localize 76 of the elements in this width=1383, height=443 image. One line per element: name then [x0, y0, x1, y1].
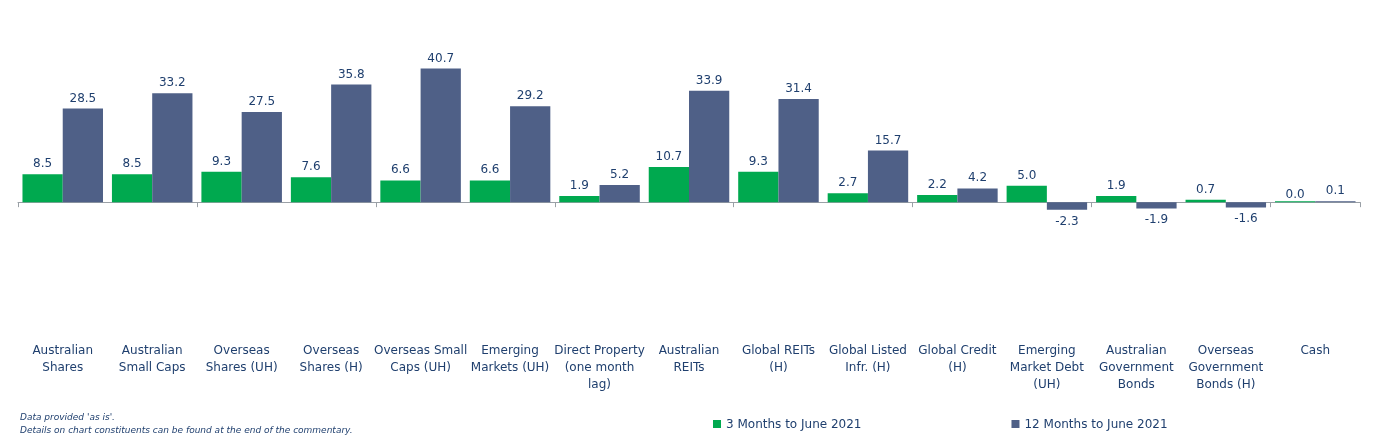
- data-label: 27.5: [248, 93, 276, 108]
- bar: [1136, 202, 1177, 209]
- data-label: 0.1: [1325, 183, 1345, 198]
- bar: [111, 174, 153, 203]
- data-label: 5.2: [610, 167, 630, 182]
- data-label: 8.5: [33, 156, 53, 171]
- bar: [559, 195, 600, 203]
- data-label: 35.8: [337, 66, 365, 81]
- bar: [778, 99, 819, 203]
- x-tick-label: Emerging Markets (UH): [470, 342, 550, 374]
- data-label: 6.6: [480, 162, 500, 177]
- x-tick-label: Australian Government Bonds: [1098, 342, 1175, 391]
- bar: [648, 167, 689, 203]
- bar: [22, 174, 63, 203]
- bar: [420, 68, 461, 203]
- data-label: -2.3: [1055, 213, 1079, 228]
- data-label: 10.7: [655, 149, 683, 164]
- data-label: 0.0: [1285, 187, 1305, 202]
- text: Data provided 'as is'.: [20, 411, 115, 422]
- x-tick-label: Global REITs (H): [741, 342, 816, 374]
- bar: [510, 106, 551, 203]
- data-label: 15.7: [874, 132, 902, 147]
- data-label: 40.7: [427, 50, 455, 65]
- data-label: 28.5: [69, 90, 97, 105]
- bar: [1096, 195, 1137, 203]
- legend-label: 3 Months to June 2021: [726, 417, 862, 431]
- bar: [599, 185, 640, 203]
- data-label: 0.7: [1196, 181, 1216, 196]
- bar: [738, 171, 779, 203]
- data-label: 29.2: [516, 88, 544, 103]
- data-label: 31.4: [785, 81, 812, 96]
- bar: [1225, 202, 1267, 208]
- data-label: 2.7: [838, 175, 858, 190]
- bar: [152, 93, 193, 203]
- data-label: 33.9: [695, 72, 723, 87]
- bar: [827, 193, 868, 203]
- data-label: 1.9: [1106, 177, 1126, 192]
- bar: [689, 90, 730, 203]
- bar: [469, 180, 511, 203]
- data-label: 9.3: [211, 153, 232, 168]
- bar: [917, 194, 958, 203]
- x-tick-label: Global Credit (H): [918, 342, 997, 374]
- x-tick-label: Overseas Small Caps (UH): [373, 342, 468, 374]
- data-label: 7.6: [301, 159, 321, 174]
- data-label: 2.2: [927, 176, 947, 191]
- bar: [380, 180, 421, 203]
- x-tick-label: Emerging Market Debt (UH): [1009, 342, 1085, 391]
- data-label: -1.9: [1144, 212, 1169, 227]
- data-label: 33.2: [158, 75, 186, 90]
- bar: [241, 111, 282, 203]
- bar: [1006, 185, 1047, 203]
- data-label: 4.2: [967, 170, 988, 185]
- x-tick-label: Australian REITs: [658, 342, 720, 374]
- x-tick-label: Direct Property (one month lag): [554, 342, 645, 391]
- bar: [201, 171, 242, 203]
- bar: [867, 150, 909, 203]
- bar: [1046, 202, 1088, 210]
- x-tick-label: Cash: [1300, 342, 1331, 357]
- bar: [331, 84, 372, 203]
- data-label: 8.5: [122, 156, 142, 171]
- x-tick-label: Overseas Shares (UH): [205, 342, 278, 374]
- bar: [957, 188, 998, 203]
- x-tick-label: Overseas Shares (H): [299, 342, 363, 374]
- data-label: 9.3: [748, 153, 768, 168]
- x-tick-label: Australian Small Caps: [118, 342, 186, 374]
- bar: [290, 177, 332, 203]
- x-tick-label: Australian Shares: [32, 342, 94, 374]
- x-tick-label: Overseas Government Bonds (H): [1188, 342, 1264, 391]
- data-label: 6.6: [390, 162, 411, 177]
- bar: [62, 108, 103, 203]
- data-label: 1.9: [569, 177, 589, 192]
- data-label: -1.6: [1234, 211, 1258, 226]
- text: Details on chart constituents can be found at the end of the commentary.: [20, 424, 353, 435]
- legend-label: 12 Months to June 2021: [1024, 417, 1168, 431]
- x-tick-label: Global Listed Infr. (H): [828, 342, 907, 374]
- data-label: 5.0: [1017, 167, 1037, 182]
